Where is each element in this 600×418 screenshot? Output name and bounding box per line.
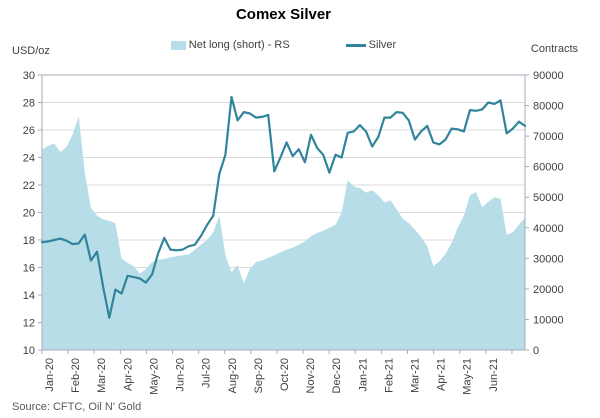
svg-text:22: 22: [23, 180, 35, 192]
svg-text:16: 16: [23, 263, 35, 275]
chart-legend: Net long (short) - RS Silver: [42, 37, 525, 53]
svg-text:30: 30: [23, 70, 35, 82]
svg-text:Sep-20: Sep-20: [253, 358, 265, 393]
area-swatch-icon: [170, 40, 186, 50]
svg-text:10000: 10000: [533, 314, 564, 326]
svg-text:Apr-21: Apr-21: [436, 358, 448, 391]
svg-text:Aug-20: Aug-20: [227, 358, 239, 393]
chart-title: Comex Silver: [235, 6, 332, 23]
net-long-area-series: [42, 116, 525, 350]
legend-label-net-long: Net long (short) - RS: [188, 39, 290, 51]
svg-text:80000: 80000: [533, 101, 564, 113]
svg-text:Mar-21: Mar-21: [410, 358, 422, 393]
legend-item-net-long: Net long (short) - RS: [170, 39, 290, 51]
svg-text:90000: 90000: [533, 70, 564, 82]
legend-label-silver: Silver: [368, 39, 397, 51]
svg-text:10: 10: [23, 345, 35, 357]
svg-text:20000: 20000: [533, 284, 564, 296]
svg-text:70000: 70000: [533, 131, 564, 143]
left-axis-caption: USD/oz: [12, 45, 50, 57]
legend-item-silver: Silver: [345, 39, 397, 51]
svg-text:Oct-20: Oct-20: [279, 358, 291, 391]
svg-text:30000: 30000: [533, 253, 564, 265]
svg-text:Mar-20: Mar-20: [96, 358, 108, 393]
svg-text:0: 0: [533, 345, 539, 357]
svg-text:12: 12: [23, 318, 35, 330]
svg-text:Apr-20: Apr-20: [122, 358, 134, 391]
line-swatch-icon: [345, 43, 366, 47]
svg-text:60000: 60000: [533, 162, 564, 174]
svg-text:50000: 50000: [533, 192, 564, 204]
svg-text:18: 18: [23, 235, 35, 247]
svg-text:24: 24: [23, 153, 35, 165]
svg-text:40000: 40000: [533, 223, 564, 235]
svg-text:Dec-20: Dec-20: [331, 358, 343, 393]
source-note: Source: CFTC, Oil N' Gold: [12, 401, 142, 413]
svg-text:Jan-21: Jan-21: [357, 358, 369, 392]
x-axis: Jan-20 Feb-20 Mar-20 Apr-20 May-20 Jun-20 Jul-…: [41, 350, 513, 395]
svg-text:Jun-21: Jun-21: [488, 358, 500, 392]
right-axis: 0 10000 20000 30000 40000 50000 60000 70000 8000…: [525, 70, 564, 357]
svg-text:Jan-20: Jan-20: [44, 358, 56, 392]
svg-text:14: 14: [23, 290, 35, 302]
svg-text:28: 28: [23, 98, 35, 110]
svg-text:20: 20: [23, 208, 35, 220]
svg-text:Feb-21: Feb-21: [383, 358, 395, 393]
svg-text:Jul-20: Jul-20: [201, 358, 213, 388]
svg-text:Feb-20: Feb-20: [70, 358, 82, 393]
svg-text:Jun-20: Jun-20: [175, 358, 187, 392]
silver-line-series: [40, 95, 527, 319]
svg-text:May-21: May-21: [462, 358, 474, 395]
right-axis-caption: Contracts: [530, 43, 578, 55]
svg-text:May-20: May-20: [148, 358, 160, 395]
svg-text:Nov-20: Nov-20: [305, 358, 317, 393]
svg-text:26: 26: [23, 125, 35, 137]
left-axis: 10 12 14 16 18 20 22 24 26 28 30: [23, 70, 42, 357]
